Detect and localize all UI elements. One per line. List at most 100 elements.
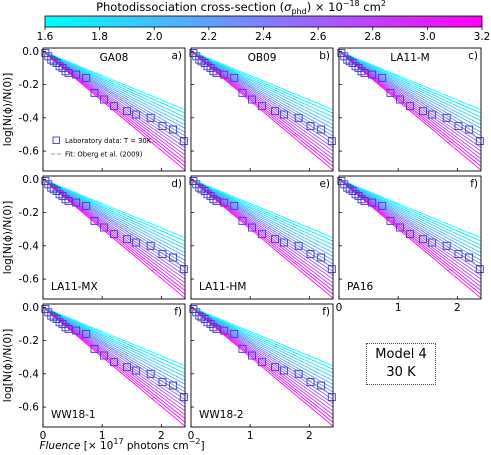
x-tick-label: 0	[188, 430, 195, 442]
lab-data-point	[131, 238, 140, 247]
legend-lab-label: Laboratory data: T = 30K	[65, 137, 152, 145]
lab-data-point	[230, 201, 239, 210]
model-line	[43, 306, 185, 400]
lab-data-point	[327, 265, 336, 274]
model-lines	[43, 178, 185, 299]
model-lines	[43, 50, 185, 171]
model-line	[339, 50, 481, 122]
model-line	[191, 306, 333, 423]
x-tick-label: 2	[158, 430, 165, 442]
lab-data-point	[72, 326, 81, 335]
panel-frame	[42, 175, 186, 300]
x-tick-label: 1	[395, 302, 402, 314]
panel-label: OB09	[248, 52, 277, 64]
lab-data-point	[327, 137, 336, 146]
model-line	[339, 178, 481, 238]
model-line	[339, 178, 481, 295]
y-tick-label: -0.6	[19, 146, 40, 158]
fit-line	[191, 178, 333, 268]
y-axis-label: log[N(ϕ)/N(0)]	[2, 329, 14, 402]
model-line	[43, 178, 185, 250]
model-line	[43, 50, 185, 156]
y-tick-label: -0.4	[19, 240, 40, 252]
panel-label: LA11-HM	[199, 281, 246, 293]
panel-ww18-2: 0 1 2 WW18-2 f)	[188, 303, 336, 442]
legend: Laboratory data: T = 30K Fit: Oberg et al…	[51, 136, 152, 159]
panels: 0.0 -0.2 -0.4 -0.6 GA08 a) Laboratory data: T …	[19, 46, 484, 442]
model-lines	[339, 50, 481, 171]
lab-data-point	[294, 369, 303, 378]
model-line	[339, 50, 481, 110]
model-line	[191, 178, 333, 238]
model-line	[43, 178, 185, 284]
model-line	[339, 178, 481, 254]
model-line	[339, 50, 481, 114]
fit-line	[191, 50, 333, 140]
lab-data-point	[360, 196, 369, 205]
model-line	[43, 178, 185, 246]
lab-data-point	[386, 88, 395, 97]
lab-data-point	[317, 125, 326, 134]
panel-la11-mx: 0.0 -0.2 -0.4 -0.6 LA11-MX d)	[19, 174, 188, 300]
y-axis-label: log[N(ϕ)/N(0)]	[2, 73, 14, 146]
lab-data-point	[442, 241, 451, 250]
lab-data-point	[327, 393, 336, 402]
panel-letter: d)	[171, 178, 182, 190]
model-line	[191, 306, 333, 370]
model-line	[191, 178, 333, 265]
model-line	[339, 178, 481, 246]
model-line	[43, 178, 185, 242]
fit-line	[339, 178, 481, 268]
lab-data-point	[368, 70, 377, 79]
model-line	[191, 306, 333, 427]
model-line	[43, 178, 185, 295]
panel-letter: f)	[470, 178, 478, 190]
lab-data-point	[475, 265, 484, 274]
lab-data-point	[271, 363, 279, 372]
panel-frame	[338, 175, 482, 300]
colorbar-tick-label: 3.0	[419, 31, 436, 43]
lab-data-point	[247, 351, 256, 360]
y-tick-label: -0.6	[19, 274, 40, 286]
panel-frame	[190, 303, 334, 428]
model-line	[191, 306, 333, 400]
lab-data-point	[64, 68, 73, 77]
model-lines	[191, 50, 333, 171]
model-line	[339, 50, 481, 137]
lab-data-point	[146, 241, 155, 250]
lab-data-point	[209, 195, 218, 204]
y-tick-label: -0.2	[19, 207, 40, 219]
model-line	[339, 50, 481, 126]
lab-data-point	[427, 238, 436, 247]
lab-data-point	[99, 223, 108, 232]
model-line	[339, 178, 481, 299]
lab-data-point	[317, 253, 326, 262]
colorbar-tick-label: 2.4	[255, 31, 272, 43]
lab-data-point	[419, 107, 427, 116]
lab-data-point	[279, 238, 288, 247]
lab-data-point	[158, 378, 167, 387]
colorbar-tick-label: 2.0	[146, 31, 163, 43]
lab-data-point	[146, 113, 155, 122]
model-line	[43, 306, 185, 412]
model-line	[43, 50, 185, 126]
y-axis-labels: log[N(ϕ)/N(0)] log[N(ϕ)/N(0)] log[N(ϕ)/N(0…	[2, 73, 14, 402]
y-tick-label: -0.4	[19, 368, 40, 380]
lab-data-point	[247, 223, 256, 232]
fit-line	[43, 306, 185, 396]
model-line	[43, 306, 185, 366]
y-axis-label: log[N(ϕ)/N(0)]	[2, 201, 14, 274]
panel-letter: a)	[171, 50, 182, 62]
model-line	[339, 50, 481, 129]
lab-data-point	[238, 216, 247, 225]
lab-data-point	[55, 62, 64, 71]
lab-data-point	[247, 95, 256, 104]
panel-la11-hm: LA11-HM e)	[189, 175, 336, 300]
lab-data-point	[90, 216, 99, 225]
colorbar-tick-label: 1.6	[37, 31, 54, 43]
lab-data-point	[258, 102, 266, 111]
lab-data-point	[49, 185, 58, 194]
model-line	[43, 306, 185, 378]
model-line	[43, 50, 185, 122]
